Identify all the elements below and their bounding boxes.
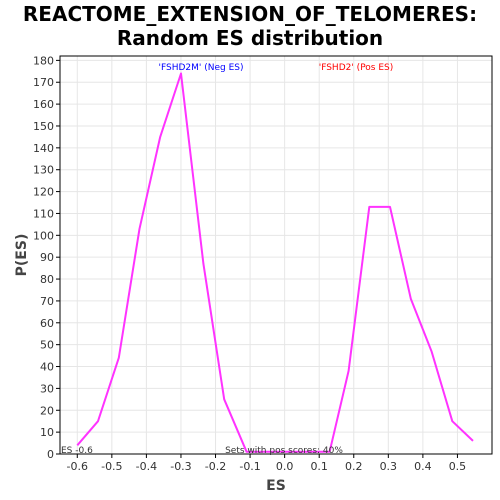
y-tick-label: 100 (33, 229, 54, 242)
plot-area (59, 55, 493, 455)
y-tick-label: 150 (33, 120, 54, 133)
x-tick-label: -0.4 (136, 460, 157, 473)
x-tick-label: -0.2 (205, 460, 226, 473)
pos-es-label: 'FSHD2' (Pos ES) (319, 63, 394, 73)
series-group (76, 72, 474, 453)
x-tick-label: 0.2 (345, 460, 363, 473)
y-tick-label: 160 (33, 98, 54, 111)
y-tick-label: 140 (33, 142, 54, 155)
x-tick-label: -0.6 (67, 460, 88, 473)
y-tick-label: 80 (40, 273, 54, 286)
y-tick-label: 90 (40, 251, 54, 264)
y-tick-label: 130 (33, 164, 54, 177)
x-tick-label: 0.4 (414, 460, 432, 473)
es-corner-label: ES -0.6 (61, 446, 93, 456)
chart-title-line-1: REACTOME_EXTENSION_OF_TELOMERES: (22, 2, 478, 26)
x-axis-title: ES (266, 478, 286, 494)
y-axis-title: P(ES) (14, 234, 30, 277)
x-tick-label: 0.1 (310, 460, 328, 473)
y-tick-label: 120 (33, 186, 54, 199)
y-tick-label: 70 (40, 295, 54, 308)
y-tick-label: 170 (33, 76, 54, 89)
y-tick-label: 20 (40, 404, 54, 417)
x-axis: -0.6 -0.5 -0.4 -0.3 -0.2 -0.1 0.0 0.1 0.2 0.3 0.4 0… (67, 454, 467, 473)
y-tick-label: 50 (40, 339, 54, 352)
chart-title-line-2: Random ES distribution (116, 26, 384, 50)
y-tick-label: 180 (33, 54, 54, 67)
y-tick-label: 60 (40, 317, 54, 330)
y-tick-label: 10 (40, 426, 54, 439)
x-tick-label: -0.3 (170, 460, 191, 473)
neg-es-label: 'FSHD2M' (Neg ES) (159, 63, 244, 73)
y-tick-label: 110 (33, 207, 54, 220)
y-tick-label: 40 (40, 361, 54, 374)
y-tick-label: 0 (47, 448, 54, 461)
series-line (76, 72, 474, 453)
x-tick-label: 0.0 (276, 460, 294, 473)
x-tick-label: 0.5 (449, 460, 467, 473)
x-tick-label: -0.1 (239, 460, 260, 473)
sets-with-pos-scores-label: Sets with pos scores: 40% (225, 446, 343, 456)
y-tick-label: 30 (40, 382, 54, 395)
y-axis: 0 10 20 30 40 50 60 70 80 90 100 110 120 130 140 150 160… (33, 54, 60, 461)
x-tick-label: -0.5 (101, 460, 122, 473)
x-tick-label: 0.3 (380, 460, 398, 473)
chart-title: REACTOME_EXTENSION_OF_TELOMERES: Random … (0, 2, 500, 50)
grid (60, 56, 492, 455)
